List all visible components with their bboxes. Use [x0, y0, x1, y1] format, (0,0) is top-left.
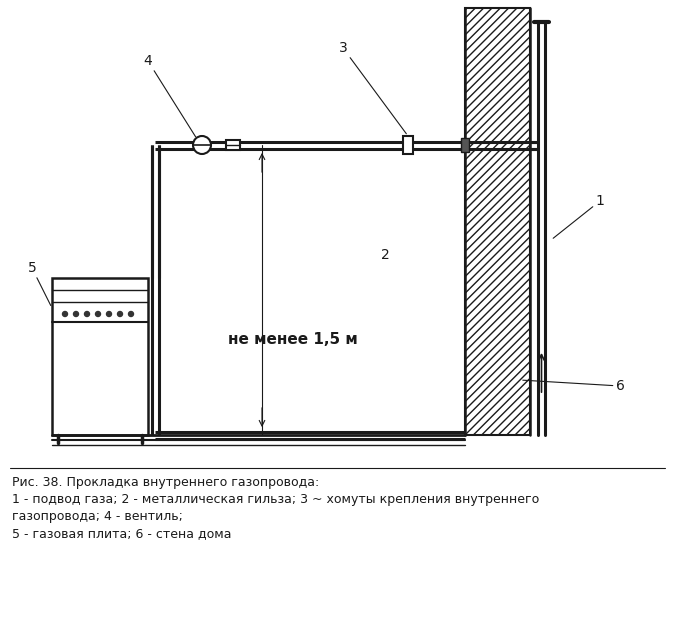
Text: газопровода; 4 - вентиль;: газопровода; 4 - вентиль;: [12, 510, 183, 523]
Text: 4: 4: [144, 54, 196, 137]
Bar: [465, 8, 530, 435]
Circle shape: [118, 311, 123, 316]
Text: 1 - подвод газа; 2 - металлическая гильза; 3 ~ хомуты крепления внутреннего: 1 - подвод газа; 2 - металлическая гильз…: [12, 493, 540, 506]
Bar: [52, 278, 148, 435]
Circle shape: [129, 311, 133, 316]
Bar: [226, 140, 240, 150]
Circle shape: [95, 311, 100, 316]
Text: не менее 1,5 м: не менее 1,5 м: [228, 333, 358, 348]
Circle shape: [74, 311, 79, 316]
Text: 5: 5: [28, 261, 51, 306]
Text: 1: 1: [553, 194, 605, 238]
Text: Рис. 38. Прокладка внутреннего газопровода:: Рис. 38. Прокладка внутреннего газопрово…: [12, 476, 320, 489]
Text: 6: 6: [523, 379, 624, 393]
Bar: [465, 8, 530, 435]
Circle shape: [85, 311, 89, 316]
Text: 3: 3: [338, 41, 406, 134]
Text: 2: 2: [380, 248, 389, 262]
Text: 5 - газовая плита; 6 - стена дома: 5 - газовая плита; 6 - стена дома: [12, 527, 232, 540]
Bar: [461, 138, 469, 152]
Circle shape: [193, 136, 211, 154]
Bar: [403, 136, 413, 154]
Circle shape: [106, 311, 112, 316]
Circle shape: [62, 311, 68, 316]
